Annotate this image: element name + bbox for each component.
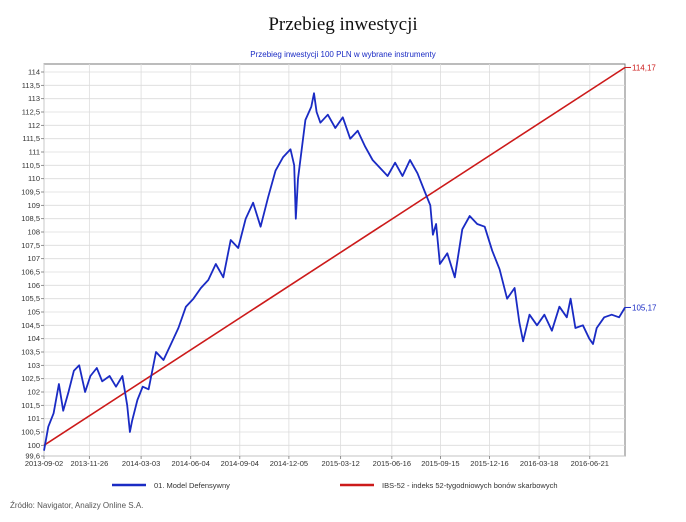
y-tick-label: 107: [27, 254, 40, 263]
x-tick-label: 2013-11-26: [70, 459, 108, 468]
plot-area: [43, 63, 626, 457]
legend: 01. Model Defensywny IBS-52 - indeks 52-t…: [112, 481, 558, 490]
x-tick-label: 2016-06-21: [571, 459, 609, 468]
y-tick-label: 110,5: [22, 161, 40, 170]
end-value-label: 114,17: [632, 63, 656, 72]
legend-label: 01. Model Defensywny: [154, 481, 230, 490]
y-tick-label: 104,5: [21, 321, 40, 330]
y-tick-label: 103: [27, 361, 40, 370]
y-tick-label: 102,5: [21, 374, 40, 383]
chart-title: Przebieg inwestycji 100 PLN w wybrane in…: [250, 50, 435, 59]
y-tick-label: 105,5: [21, 294, 40, 303]
y-tick-label: 104: [27, 334, 40, 343]
y-tick-label: 109: [27, 201, 40, 210]
line-chart: Przebieg inwestycji 100 PLN w wybrane in…: [21, 50, 657, 490]
series-lines: [43, 66, 626, 451]
y-tick-label: 113: [28, 94, 40, 103]
series-line-2: [43, 66, 626, 446]
y-tick-label: 109,5: [21, 188, 40, 197]
y-tick-label: 111,5: [22, 134, 40, 143]
y-tick-label: 108,5: [21, 214, 40, 223]
y-tick-label: 107,5: [21, 241, 40, 250]
y-tick-label: 106,5: [21, 268, 40, 277]
x-tick-label: 2014-03-03: [122, 459, 160, 468]
y-tick-label: 100: [27, 441, 40, 450]
x-tick-label: 2015-09-15: [421, 459, 459, 468]
y-tick-label: 114: [28, 68, 40, 77]
page-title: Przebieg inwestycji: [268, 14, 418, 35]
source-note: Źródło: Navigator, Analizy Online S.A.: [10, 501, 144, 510]
end-labels: 114,17 105,17: [625, 63, 657, 312]
gridlines: [43, 64, 625, 457]
y-tick-label: 106: [27, 281, 40, 290]
y-tick-label: 110: [28, 174, 40, 183]
end-value-label: 105,17: [632, 303, 657, 312]
x-axis-ticks: 2013-09-02 2013-11-26 2014-03-03 2014-06-04…: [25, 456, 609, 468]
x-tick-label: 2014-06-04: [172, 459, 210, 468]
y-tick-label: 103,5: [21, 348, 40, 357]
y-tick-label: 101: [27, 414, 40, 423]
y-tick-label: 111: [29, 148, 40, 157]
x-tick-label: 2015-12-16: [470, 459, 508, 468]
x-tick-label: 2014-12-05: [270, 459, 308, 468]
y-tick-label: 100,5: [21, 428, 40, 437]
y-tick-label: 99,6: [25, 452, 40, 461]
y-tick-label: 101,5: [21, 401, 40, 410]
y-tick-label: 102: [27, 388, 40, 397]
x-tick-label: 2014-09-04: [221, 459, 259, 468]
x-tick-label: 2015-06-16: [373, 459, 411, 468]
y-axis-ticks: 99,6 100 100,5 101 101,5 102 102,5 103 103,5 104 1…: [21, 68, 44, 461]
x-tick-label: 2015-03-12: [321, 459, 359, 468]
x-tick-label: 2016-03-18: [520, 459, 558, 468]
y-tick-label: 105: [27, 308, 40, 317]
y-tick-label: 112: [28, 121, 40, 130]
legend-label: IBS-52 - indeks 52-tygodniowych bonów sk…: [382, 481, 558, 490]
series-line-1: [43, 92, 626, 451]
y-tick-label: 108: [27, 228, 40, 237]
x-tick-label: 2013-09-02: [25, 459, 63, 468]
y-tick-label: 113,5: [22, 81, 40, 90]
y-tick-label: 112,5: [22, 108, 40, 117]
